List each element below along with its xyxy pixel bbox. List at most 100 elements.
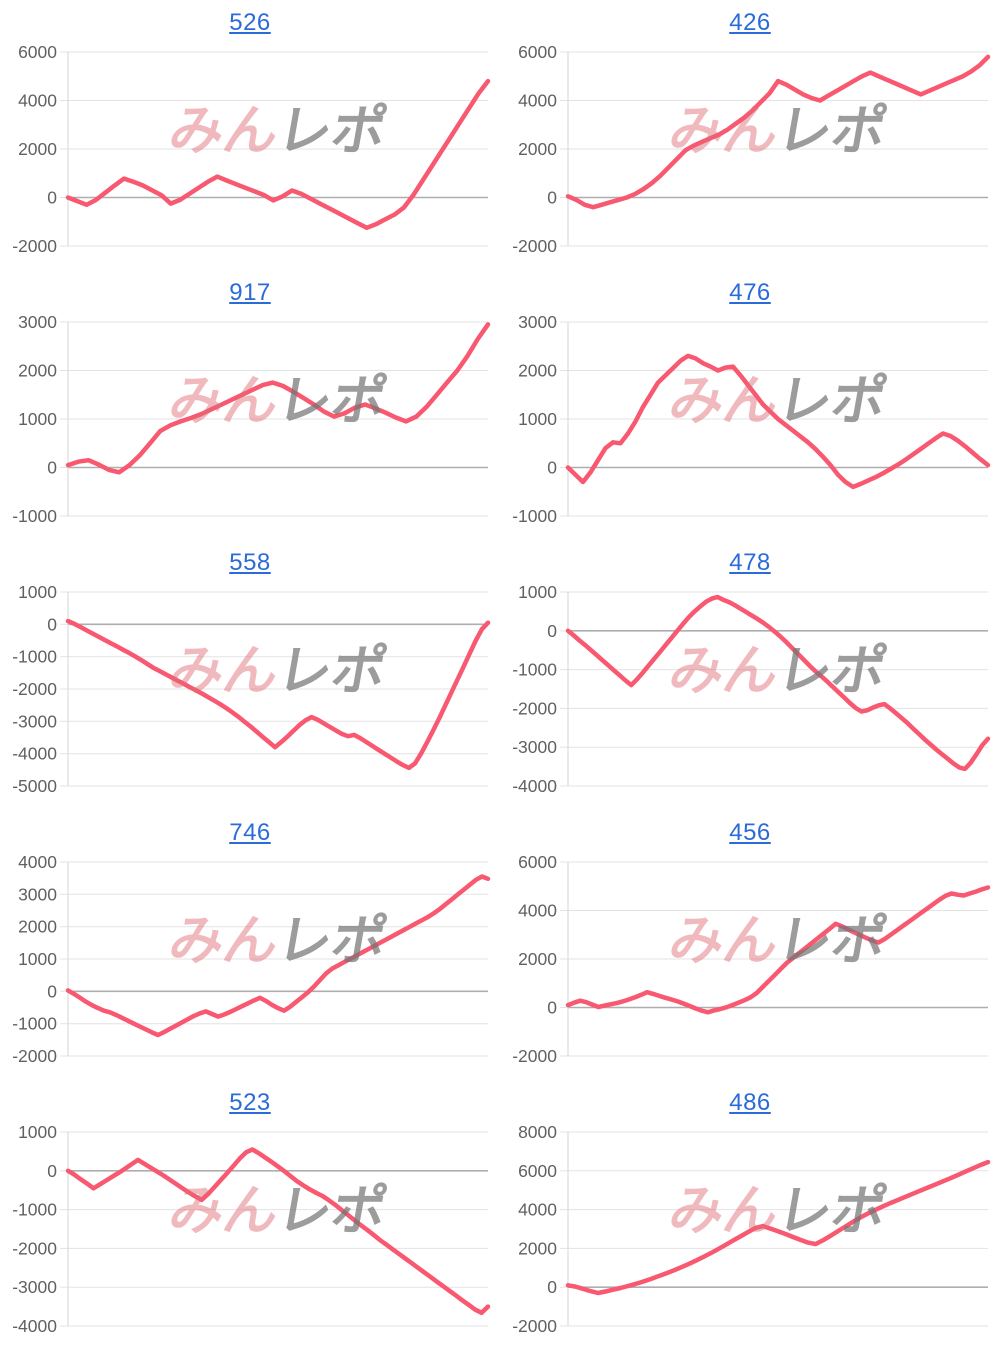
svg-text:8000: 8000 <box>518 1126 557 1142</box>
svg-text:-2000: -2000 <box>512 698 557 718</box>
svg-text:2000: 2000 <box>518 1238 557 1258</box>
svg-text:3000: 3000 <box>518 316 557 332</box>
line-chart-svg: 3000 2000 1000 0 -1000 <box>512 316 991 526</box>
svg-text:0: 0 <box>547 188 557 208</box>
chart-cell: 426 6000 4000 2000 0 -2000 みんレポ <box>500 0 1000 270</box>
svg-text:6000: 6000 <box>18 46 57 62</box>
svg-text:6000: 6000 <box>518 46 557 62</box>
line-chart-svg: 1000 0 -1000 -2000 -3000 -4000 -5000 <box>12 586 491 796</box>
machine-number-link[interactable]: 426 <box>729 9 771 36</box>
plot-area: 1000 0 -1000 -2000 -3000 -4000 -5000 みんレポ <box>0 586 500 796</box>
chart-cell: 478 1000 0 -1000 -2000 -3000 -4000 みんレポ <box>500 540 1000 810</box>
chart-title: 486 <box>500 1080 1000 1126</box>
chart-cell: 746 4000 3000 2000 1000 0 -1000 -2000 みんレポ <box>0 810 500 1080</box>
plot-area: 1000 0 -1000 -2000 -3000 -4000 みんレポ <box>500 586 1000 796</box>
svg-text:6000: 6000 <box>518 1161 557 1181</box>
chart-title: 917 <box>0 270 500 316</box>
svg-text:0: 0 <box>47 458 57 478</box>
svg-text:0: 0 <box>47 188 57 208</box>
svg-text:0: 0 <box>47 614 57 634</box>
svg-text:2000: 2000 <box>18 917 57 937</box>
svg-text:3000: 3000 <box>18 884 57 904</box>
svg-text:-3000: -3000 <box>512 737 557 757</box>
svg-text:1000: 1000 <box>518 409 557 429</box>
svg-text:-4000: -4000 <box>12 744 57 764</box>
svg-text:1000: 1000 <box>18 586 57 602</box>
line-chart-svg: 1000 0 -1000 -2000 -3000 -4000 <box>512 586 991 796</box>
line-chart-svg: 6000 4000 2000 0 -2000 <box>512 856 991 1066</box>
svg-text:-1000: -1000 <box>12 1200 57 1220</box>
svg-text:2000: 2000 <box>518 139 557 159</box>
machine-number-link[interactable]: 917 <box>229 279 271 306</box>
machine-number-link[interactable]: 526 <box>229 9 271 36</box>
line-chart-svg: 8000 6000 4000 2000 0 -2000 <box>512 1126 991 1336</box>
machine-number-link[interactable]: 486 <box>729 1089 771 1116</box>
chart-cell: 456 6000 4000 2000 0 -2000 みんレポ <box>500 810 1000 1080</box>
chart-title: 426 <box>500 0 1000 46</box>
chart-title: 526 <box>0 0 500 46</box>
plot-area: 3000 2000 1000 0 -1000 みんレポ <box>500 316 1000 526</box>
machine-number-link[interactable]: 523 <box>229 1089 271 1116</box>
svg-text:1000: 1000 <box>18 1126 57 1142</box>
svg-text:2000: 2000 <box>18 361 57 381</box>
svg-text:-2000: -2000 <box>512 236 557 256</box>
svg-text:2000: 2000 <box>18 139 57 159</box>
chart-cell: 917 3000 2000 1000 0 -1000 みんレポ <box>0 270 500 540</box>
plot-area: 6000 4000 2000 0 -2000 みんレポ <box>0 46 500 256</box>
svg-text:4000: 4000 <box>18 856 57 872</box>
svg-text:0: 0 <box>547 458 557 478</box>
line-chart-svg: 1000 0 -1000 -2000 -3000 -4000 <box>12 1126 491 1336</box>
chart-title: 476 <box>500 270 1000 316</box>
machine-number-link[interactable]: 478 <box>729 549 771 576</box>
machine-number-link[interactable]: 456 <box>729 819 771 846</box>
svg-text:-3000: -3000 <box>12 1277 57 1297</box>
svg-text:-2000: -2000 <box>12 1046 57 1066</box>
chart-title: 558 <box>0 540 500 586</box>
svg-text:-3000: -3000 <box>12 711 57 731</box>
machine-number-link[interactable]: 746 <box>229 819 271 846</box>
plot-area: 3000 2000 1000 0 -1000 みんレポ <box>0 316 500 526</box>
chart-title: 746 <box>0 810 500 856</box>
svg-text:4000: 4000 <box>518 91 557 111</box>
svg-text:-1000: -1000 <box>12 1014 57 1034</box>
svg-text:2000: 2000 <box>518 361 557 381</box>
svg-text:4000: 4000 <box>18 91 57 111</box>
svg-text:-2000: -2000 <box>12 679 57 699</box>
svg-text:1000: 1000 <box>18 949 57 969</box>
plot-area: 6000 4000 2000 0 -2000 みんレポ <box>500 856 1000 1066</box>
svg-text:-1000: -1000 <box>512 660 557 680</box>
machine-number-link[interactable]: 476 <box>729 279 771 306</box>
svg-text:0: 0 <box>47 981 57 1001</box>
svg-text:-1000: -1000 <box>12 506 57 526</box>
svg-text:0: 0 <box>547 1277 557 1297</box>
chart-cell: 526 6000 4000 2000 0 -2000 みんレポ <box>0 0 500 270</box>
plot-area: 8000 6000 4000 2000 0 -2000 みんレポ <box>500 1126 1000 1336</box>
svg-text:0: 0 <box>547 621 557 641</box>
svg-text:6000: 6000 <box>518 856 557 872</box>
svg-text:-5000: -5000 <box>12 776 57 796</box>
chart-title: 456 <box>500 810 1000 856</box>
svg-text:-1000: -1000 <box>512 506 557 526</box>
svg-text:-4000: -4000 <box>512 776 557 796</box>
machine-number-link[interactable]: 558 <box>229 549 271 576</box>
line-chart-svg: 6000 4000 2000 0 -2000 <box>512 46 991 256</box>
plot-area: 6000 4000 2000 0 -2000 みんレポ <box>500 46 1000 256</box>
line-chart-svg: 4000 3000 2000 1000 0 -1000 -2000 <box>12 856 491 1066</box>
svg-text:-2000: -2000 <box>512 1046 557 1066</box>
line-chart-svg: 3000 2000 1000 0 -1000 <box>12 316 491 526</box>
chart-cell: 476 3000 2000 1000 0 -1000 みんレポ <box>500 270 1000 540</box>
svg-text:3000: 3000 <box>18 316 57 332</box>
svg-text:-2000: -2000 <box>512 1316 557 1336</box>
svg-text:-2000: -2000 <box>12 236 57 256</box>
plot-area: 4000 3000 2000 1000 0 -1000 -2000 みんレポ <box>0 856 500 1066</box>
chart-cell: 558 1000 0 -1000 -2000 -3000 -4000 -5000 みんレポ <box>0 540 500 810</box>
svg-text:1000: 1000 <box>18 409 57 429</box>
svg-text:1000: 1000 <box>518 586 557 602</box>
svg-text:4000: 4000 <box>518 1200 557 1220</box>
svg-text:0: 0 <box>47 1161 57 1181</box>
svg-text:0: 0 <box>547 998 557 1018</box>
chart-title: 478 <box>500 540 1000 586</box>
svg-text:2000: 2000 <box>518 949 557 969</box>
svg-text:-2000: -2000 <box>12 1238 57 1258</box>
